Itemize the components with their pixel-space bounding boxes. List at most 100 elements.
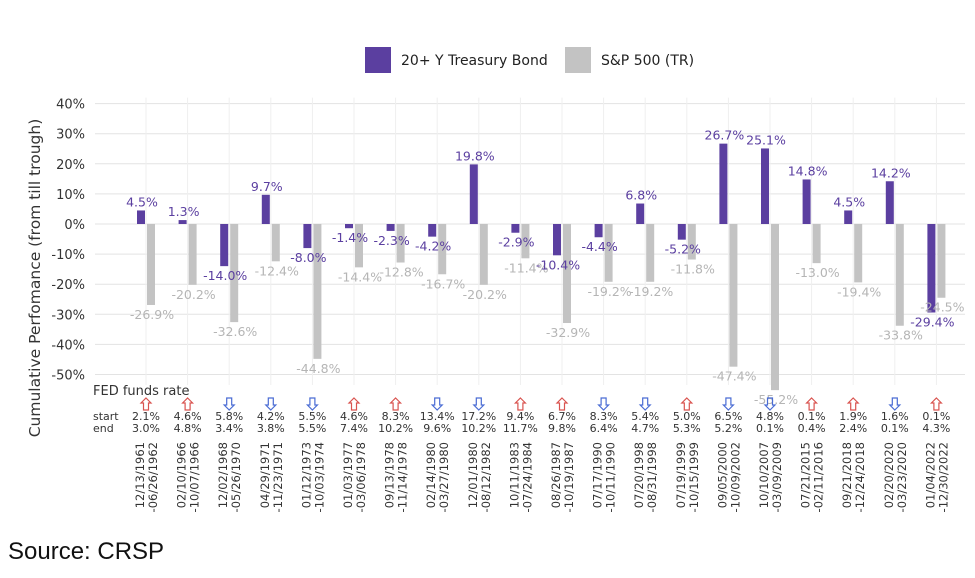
bar-treasury xyxy=(511,224,520,233)
data-label-sp500: -44.8% xyxy=(296,361,340,376)
fed-end-value: 5.5% xyxy=(298,422,326,435)
bar-sp500 xyxy=(147,224,155,305)
data-label-treasury: 1.3% xyxy=(168,204,200,219)
x-tick-label: 12/02/1968-05/26/1970 xyxy=(216,442,243,512)
data-label-treasury: -14.0% xyxy=(203,268,247,283)
fed-down-arrow-icon xyxy=(430,397,444,411)
data-label-sp500: -32.6% xyxy=(213,324,257,339)
data-label-sp500: -24.5% xyxy=(920,300,964,315)
fed-start-label: start xyxy=(93,410,119,423)
data-label-treasury: 26.7% xyxy=(705,128,745,143)
y-tick-label: -10% xyxy=(51,248,85,263)
x-tick-label: 07/17/1990-10/11/1990 xyxy=(591,442,618,512)
fed-down-arrow-icon xyxy=(597,397,611,411)
bar-treasury xyxy=(761,148,769,224)
fed-down-arrow-icon xyxy=(222,397,236,411)
fed-end-value: 9.8% xyxy=(548,422,576,435)
bar-sp500 xyxy=(563,224,571,324)
fed-start-value: 9.4% xyxy=(506,410,534,423)
bar-treasury xyxy=(677,224,686,240)
bar-treasury xyxy=(802,179,811,224)
data-label-treasury: -4.2% xyxy=(415,239,451,254)
fed-end-value: 6.4% xyxy=(590,422,618,435)
bar-treasury xyxy=(303,224,312,249)
y-tick-label: -40% xyxy=(51,338,85,353)
fed-end-value: 7.4% xyxy=(340,422,368,435)
bar-treasury xyxy=(220,224,229,267)
fed-down-arrow-icon xyxy=(721,397,735,411)
x-tick-label: 08/26/1987-10/19/1987 xyxy=(549,442,576,512)
fed-start-value: 4.6% xyxy=(174,410,202,423)
fed-start-value: 1.9% xyxy=(839,410,867,423)
data-label-sp500: -19.4% xyxy=(837,284,881,299)
fed-end-value: 3.8% xyxy=(257,422,285,435)
fed-end-value: 4.7% xyxy=(631,422,659,435)
data-label-treasury: -2.3% xyxy=(373,233,409,248)
fed-down-arrow-icon xyxy=(264,397,278,411)
fed-up-arrow-icon xyxy=(680,397,694,411)
data-label-treasury: 4.5% xyxy=(833,194,865,209)
y-tick-label: -20% xyxy=(51,278,85,293)
y-tick-label: 40% xyxy=(56,98,85,113)
x-tick-label: 10/11/1983-07/24/1984 xyxy=(507,442,534,512)
x-tick-label: 07/19/1999-10/15/1999 xyxy=(674,442,701,512)
fed-start-value: 2.1% xyxy=(132,410,160,423)
fed-up-arrow-icon xyxy=(929,397,943,411)
data-label-treasury: 25.1% xyxy=(746,132,786,147)
data-label-treasury: 14.2% xyxy=(871,165,911,180)
data-label-sp500: -16.7% xyxy=(421,276,465,291)
fed-start-value: 8.3% xyxy=(590,410,618,423)
data-label-treasury: 14.8% xyxy=(788,163,828,178)
data-label-sp500: -11.8% xyxy=(671,262,715,277)
bar-sp500 xyxy=(812,224,821,264)
data-label-treasury: -5.2% xyxy=(665,242,701,257)
data-label-sp500: -55.2% xyxy=(754,392,798,407)
fed-down-arrow-icon xyxy=(305,397,319,411)
data-label-treasury: -8.0% xyxy=(290,250,326,265)
fed-end-value: 11.7% xyxy=(503,422,538,435)
fed-end-value: 9.6% xyxy=(423,422,451,435)
fed-up-arrow-icon xyxy=(389,397,403,411)
fed-start-value: 6.5% xyxy=(714,410,742,423)
bar-sp500 xyxy=(396,224,405,263)
fed-down-arrow-icon xyxy=(763,397,777,411)
x-tick-label: 12/13/1961-06/26/1962 xyxy=(133,442,160,512)
bar-sp500 xyxy=(271,224,280,262)
bar-treasury xyxy=(553,224,561,256)
fed-end-value: 4.8% xyxy=(174,422,202,435)
bar-sp500 xyxy=(937,224,946,298)
data-label-treasury: 6.8% xyxy=(625,188,657,203)
x-tick-label: 10/10/2007-03/09/2009 xyxy=(757,442,784,512)
data-label-sp500: -12.4% xyxy=(255,263,299,278)
bar-treasury xyxy=(594,224,603,238)
bar-treasury xyxy=(636,203,645,224)
fed-start-value: 8.3% xyxy=(382,410,410,423)
legend-swatch-treasury xyxy=(365,47,391,73)
chart: 40% 30% 20% 10% 0% -10% -20% -30% -40% -50% Cumula… xyxy=(26,47,965,512)
fed-end-value: 0.1% xyxy=(881,422,909,435)
fed-down-arrow-icon xyxy=(472,397,486,411)
bar-treasury xyxy=(261,194,270,224)
data-label-treasury: 19.8% xyxy=(455,148,495,163)
data-label-sp500: -20.2% xyxy=(463,287,507,302)
data-label-sp500: -14.4% xyxy=(338,269,382,284)
y-tick-label: 20% xyxy=(56,158,85,173)
data-label-sp500: -47.4% xyxy=(712,369,756,384)
y-tick-label: 30% xyxy=(56,128,85,143)
x-tick-label: 07/21/2015-02/11/2016 xyxy=(799,442,826,512)
bar-sp500 xyxy=(687,224,696,260)
x-tick-label: 01/04/2022-12/30/2022 xyxy=(923,442,950,512)
fed-start-value: 13.4% xyxy=(420,410,455,423)
fed-end-value: 2.4% xyxy=(839,422,867,435)
fed-down-arrow-icon xyxy=(888,397,902,411)
fed-up-arrow-icon xyxy=(846,397,860,411)
fed-end-value: 3.0% xyxy=(132,422,160,435)
y-tick-label: -50% xyxy=(51,369,85,384)
x-tick-label: 09/21/2018-12/24/2018 xyxy=(840,442,867,512)
x-tick-label: 02/14/1980-03/27/1980 xyxy=(424,442,451,512)
data-label-treasury: -1.4% xyxy=(332,230,368,245)
fed-start-value: 17.2% xyxy=(461,410,496,423)
bar-treasury xyxy=(137,210,145,224)
data-label-treasury: -10.4% xyxy=(536,257,580,272)
data-label-treasury: -29.4% xyxy=(910,314,954,329)
